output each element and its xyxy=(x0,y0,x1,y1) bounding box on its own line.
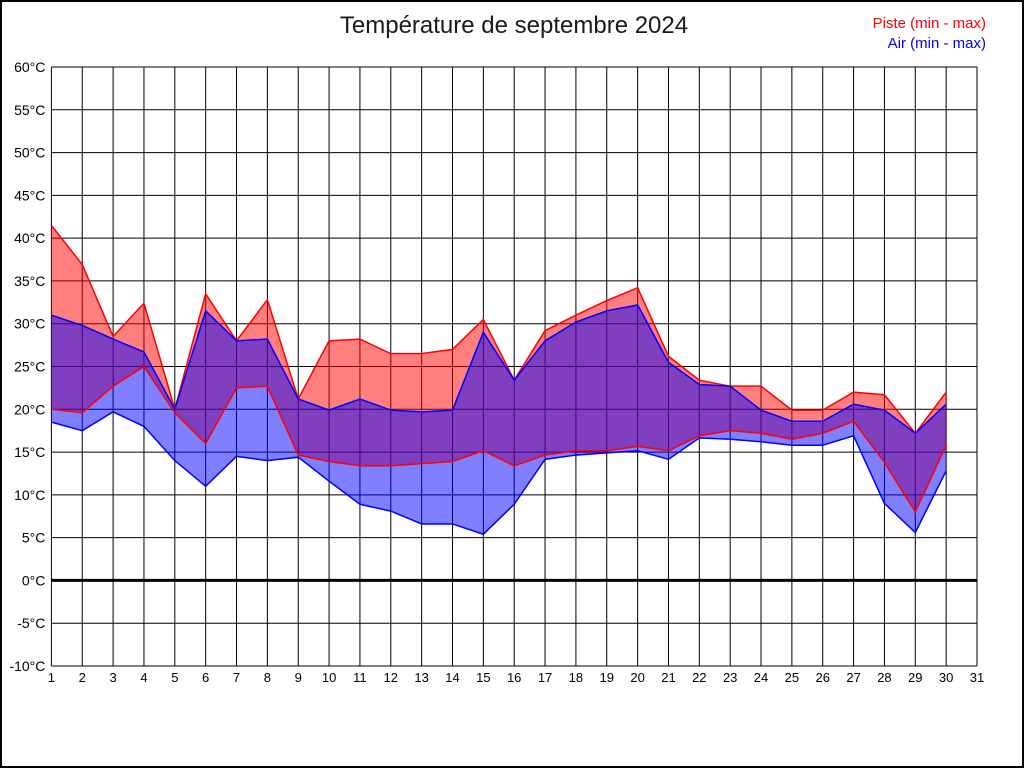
svg-text:10: 10 xyxy=(322,670,336,685)
svg-text:5°C: 5°C xyxy=(22,530,46,546)
svg-text:7: 7 xyxy=(233,670,240,685)
svg-text:15: 15 xyxy=(476,670,490,685)
svg-text:12: 12 xyxy=(384,670,398,685)
svg-text:6: 6 xyxy=(202,670,209,685)
svg-text:4: 4 xyxy=(140,670,147,685)
svg-text:20°C: 20°C xyxy=(14,401,45,417)
svg-text:30: 30 xyxy=(939,670,953,685)
svg-text:25: 25 xyxy=(785,670,799,685)
svg-text:21: 21 xyxy=(661,670,675,685)
svg-text:35°C: 35°C xyxy=(14,273,45,289)
svg-text:30°C: 30°C xyxy=(14,316,45,332)
svg-text:2: 2 xyxy=(79,670,86,685)
svg-text:27: 27 xyxy=(846,670,860,685)
svg-text:20: 20 xyxy=(630,670,644,685)
svg-text:26: 26 xyxy=(815,670,829,685)
svg-text:19: 19 xyxy=(600,670,614,685)
svg-text:23: 23 xyxy=(723,670,737,685)
svg-text:15°C: 15°C xyxy=(14,444,45,460)
svg-text:-10°C: -10°C xyxy=(9,658,45,674)
svg-text:14: 14 xyxy=(445,670,459,685)
svg-text:11: 11 xyxy=(353,670,367,685)
svg-text:8: 8 xyxy=(264,670,271,685)
svg-text:60°C: 60°C xyxy=(14,59,45,75)
svg-text:16: 16 xyxy=(507,670,521,685)
svg-text:29: 29 xyxy=(908,670,922,685)
svg-text:1: 1 xyxy=(48,670,55,685)
svg-text:3: 3 xyxy=(109,670,116,685)
svg-text:13: 13 xyxy=(414,670,428,685)
svg-text:9: 9 xyxy=(295,670,302,685)
svg-text:0°C: 0°C xyxy=(22,572,46,588)
svg-text:40°C: 40°C xyxy=(14,230,45,246)
svg-text:31: 31 xyxy=(970,670,984,685)
svg-text:18: 18 xyxy=(569,670,583,685)
svg-text:17: 17 xyxy=(538,670,552,685)
svg-text:-5°C: -5°C xyxy=(17,615,45,631)
svg-text:10°C: 10°C xyxy=(14,487,45,503)
svg-text:24: 24 xyxy=(754,670,768,685)
svg-text:25°C: 25°C xyxy=(14,359,45,375)
svg-text:28: 28 xyxy=(877,670,891,685)
svg-text:55°C: 55°C xyxy=(14,102,45,118)
svg-text:45°C: 45°C xyxy=(14,187,45,203)
svg-text:22: 22 xyxy=(692,670,706,685)
svg-text:50°C: 50°C xyxy=(14,145,45,161)
svg-text:5: 5 xyxy=(171,670,178,685)
